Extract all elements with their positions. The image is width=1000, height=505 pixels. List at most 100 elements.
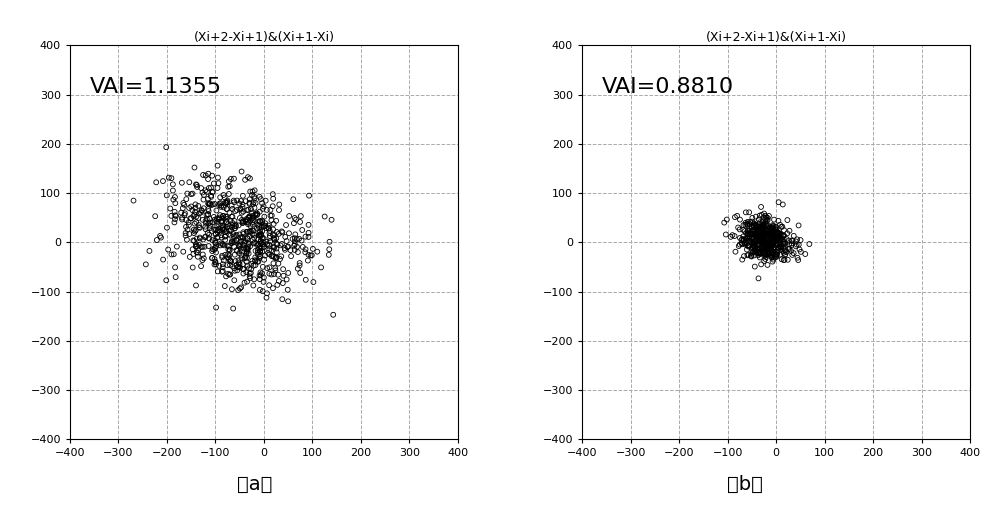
Point	[244, 215, 260, 223]
Point	[228, 221, 244, 229]
Point	[756, 214, 772, 222]
Point	[215, 212, 231, 220]
Point	[228, 236, 244, 244]
Point	[769, 236, 785, 244]
Point	[234, 203, 250, 211]
Point	[764, 242, 780, 250]
Point	[176, 200, 192, 209]
Point	[763, 227, 779, 235]
Point	[768, 252, 784, 261]
Point	[756, 220, 772, 228]
Point	[751, 245, 767, 254]
Point	[765, 221, 781, 229]
Point	[740, 242, 756, 250]
Point	[233, 205, 249, 213]
Point	[224, 205, 240, 213]
Point	[752, 250, 768, 258]
Point	[253, 230, 269, 238]
Point	[738, 238, 754, 246]
Point	[261, 234, 277, 242]
Point	[770, 244, 786, 252]
Point	[770, 246, 786, 255]
Point	[751, 228, 767, 236]
Point	[207, 244, 223, 252]
Point	[752, 218, 768, 226]
Point	[767, 232, 783, 240]
Point	[201, 231, 217, 239]
Point	[755, 217, 771, 225]
Point	[188, 213, 204, 221]
Point	[776, 256, 792, 264]
Point	[244, 257, 260, 265]
Point	[768, 223, 784, 231]
Point	[741, 241, 757, 249]
Point	[790, 256, 806, 264]
Point	[198, 219, 214, 227]
Point	[195, 195, 211, 204]
Point	[292, 269, 308, 277]
Point	[784, 237, 800, 245]
Point	[251, 223, 267, 231]
Point	[255, 205, 271, 213]
Point	[251, 255, 267, 263]
Point	[180, 226, 196, 234]
Point	[283, 246, 299, 254]
Point	[220, 242, 236, 250]
Point	[247, 261, 263, 269]
Point	[266, 270, 282, 278]
Point	[755, 245, 771, 253]
Point	[234, 168, 250, 176]
Point	[765, 227, 781, 235]
Point	[267, 254, 283, 262]
Point	[249, 211, 265, 219]
Point	[254, 223, 270, 231]
Point	[259, 240, 275, 248]
Point	[766, 238, 782, 246]
Point	[766, 229, 782, 237]
Point	[761, 243, 777, 251]
Point	[776, 226, 792, 234]
Point	[775, 232, 791, 240]
Point	[769, 230, 785, 238]
Point	[201, 242, 217, 250]
Point	[238, 215, 254, 223]
Point	[251, 245, 267, 253]
Point	[225, 230, 241, 238]
Point	[244, 209, 260, 217]
Point	[769, 236, 785, 244]
Point	[764, 232, 780, 240]
Point	[185, 250, 201, 258]
Point	[241, 240, 257, 248]
Point	[748, 230, 764, 238]
Point	[208, 226, 224, 234]
Point	[178, 195, 194, 203]
Point	[756, 235, 772, 243]
Point	[772, 250, 788, 259]
Point	[257, 219, 273, 227]
Point	[207, 236, 223, 244]
Point	[770, 228, 786, 236]
Point	[211, 215, 227, 223]
Point	[765, 230, 781, 238]
Point	[243, 205, 259, 213]
Point	[279, 243, 295, 251]
Point	[292, 218, 308, 226]
Point	[200, 229, 216, 237]
Point	[765, 228, 781, 236]
Point	[241, 219, 257, 227]
Point	[236, 265, 252, 273]
Point	[765, 256, 781, 264]
Point	[747, 238, 763, 246]
Point	[199, 215, 215, 223]
Point	[201, 207, 217, 215]
Point	[222, 182, 238, 190]
Point	[238, 218, 254, 226]
Point	[247, 239, 263, 247]
Point	[255, 234, 271, 242]
Point	[784, 236, 800, 244]
Point	[237, 176, 253, 184]
Point	[242, 242, 258, 250]
Point	[742, 230, 758, 238]
Point	[204, 254, 220, 262]
Point	[738, 229, 754, 237]
